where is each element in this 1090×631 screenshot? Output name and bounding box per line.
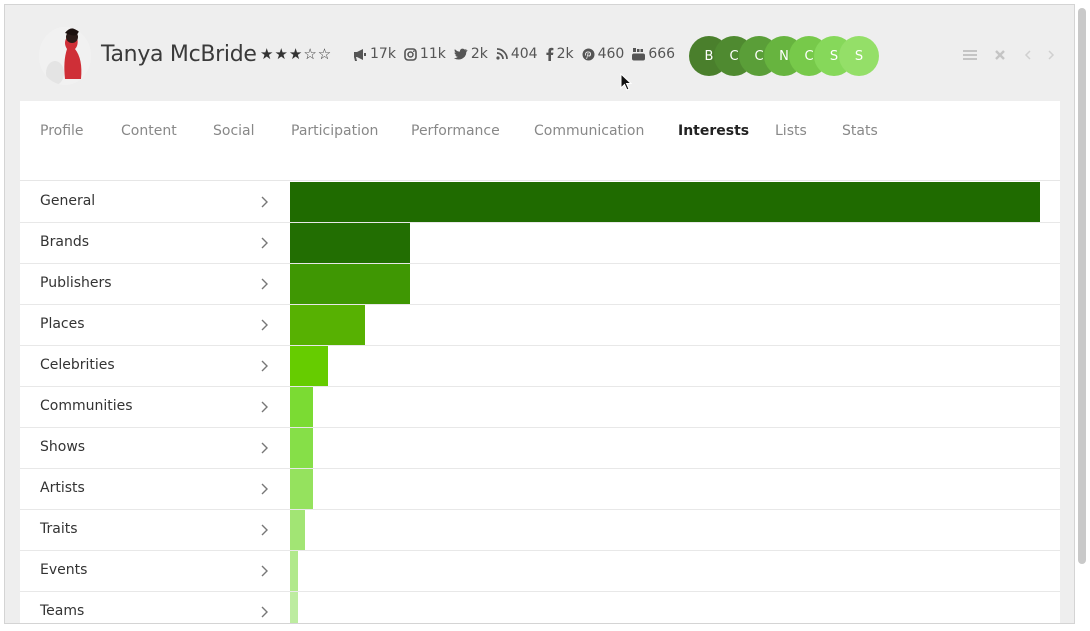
- rating-stars: ★★★☆☆: [260, 45, 333, 63]
- chevron-right-icon[interactable]: [260, 277, 270, 296]
- instagram-icon: [404, 47, 417, 61]
- menu-icon[interactable]: [962, 46, 978, 65]
- profile-window: Tanya McBride ★★★☆☆ 17k 11k 2k 404 2k: [4, 4, 1075, 624]
- chevron-right-icon[interactable]: [260, 564, 270, 583]
- stat-value: 11k: [419, 46, 446, 62]
- interest-category-label: Shows: [40, 439, 86, 455]
- stat-value: 2k: [556, 46, 574, 62]
- interest-category-label: Publishers: [40, 275, 112, 291]
- interest-row[interactable]: Artists: [20, 469, 1060, 510]
- interest-bar: [290, 387, 313, 427]
- avatar[interactable]: [39, 27, 91, 85]
- tab-participation[interactable]: Participation: [291, 123, 379, 139]
- stat-value: 404: [510, 46, 538, 62]
- interest-bar: [290, 305, 365, 345]
- interest-category-label: Traits: [40, 521, 78, 537]
- youtube-icon: [632, 48, 646, 61]
- pinterest-icon: [582, 48, 595, 60]
- interest-bar: [290, 346, 328, 386]
- tab-communication[interactable]: Communication: [534, 123, 645, 139]
- interest-row[interactable]: Communities: [20, 387, 1060, 428]
- chevron-right-icon[interactable]: [260, 523, 270, 542]
- tab-social[interactable]: Social: [213, 123, 255, 139]
- interest-badge[interactable]: S: [839, 36, 879, 76]
- chevron-right-icon[interactable]: [260, 400, 270, 419]
- tab-lists[interactable]: Lists: [775, 123, 807, 139]
- stat-reach: 17k: [353, 46, 396, 62]
- interest-row[interactable]: Teams: [20, 592, 1060, 623]
- stat-value: 17k: [370, 46, 396, 62]
- profile-name: Tanya McBride: [101, 42, 257, 67]
- interest-row[interactable]: Celebrities: [20, 346, 1060, 387]
- stat-instagram: 11k: [404, 46, 446, 62]
- chevron-right-icon[interactable]: [1046, 46, 1056, 65]
- interest-row[interactable]: Events: [20, 551, 1060, 592]
- interest-category-label: Celebrities: [40, 357, 115, 373]
- tab-profile[interactable]: Profile: [40, 123, 84, 139]
- interest-bar: [290, 551, 298, 591]
- chevron-right-icon[interactable]: [260, 605, 270, 623]
- interest-bar: [290, 510, 305, 550]
- chevron-left-icon[interactable]: [1023, 46, 1033, 65]
- chevron-right-icon[interactable]: [260, 441, 270, 460]
- interest-row[interactable]: Traits: [20, 510, 1060, 551]
- chevron-right-icon[interactable]: [260, 318, 270, 337]
- interest-category-label: Teams: [40, 603, 85, 619]
- interest-bar: [290, 182, 1040, 222]
- interest-bar: [290, 264, 410, 304]
- interest-bar: [290, 223, 410, 263]
- chevron-right-icon[interactable]: [260, 359, 270, 378]
- interest-bar: [290, 469, 313, 509]
- interest-category-label: Communities: [40, 398, 133, 414]
- scrollbar[interactable]: [1078, 8, 1086, 564]
- stat-value: 2k: [470, 46, 488, 62]
- chevron-right-icon[interactable]: [260, 195, 270, 214]
- close-icon[interactable]: [994, 46, 1006, 65]
- interest-row[interactable]: General: [20, 182, 1060, 223]
- mouse-cursor-icon: [620, 72, 634, 98]
- interest-row[interactable]: Places: [20, 305, 1060, 346]
- interest-category-label: Brands: [40, 234, 89, 250]
- tab-performance[interactable]: Performance: [411, 123, 500, 139]
- interest-row[interactable]: Brands: [20, 223, 1060, 264]
- social-stats: 17k 11k 2k 404 2k 460: [353, 46, 683, 62]
- main-panel: Profile Content Social Participation Perform…: [20, 101, 1060, 623]
- stat-twitter: 2k: [453, 46, 488, 62]
- interest-row[interactable]: Publishers: [20, 264, 1060, 305]
- rss-icon: [496, 48, 508, 60]
- facebook-icon: [545, 47, 553, 61]
- stat-youtube: 666: [632, 46, 675, 62]
- stat-facebook: 2k: [545, 46, 574, 62]
- tab-interests[interactable]: Interests: [678, 123, 750, 139]
- profile-header: Tanya McBride ★★★☆☆ 17k 11k 2k 404 2k: [5, 5, 1074, 101]
- interest-category-label: Events: [40, 562, 88, 578]
- twitter-icon: [453, 48, 468, 60]
- chevron-right-icon[interactable]: [260, 236, 270, 255]
- stat-value: 460: [597, 46, 625, 62]
- interest-row[interactable]: Shows: [20, 428, 1060, 469]
- tab-bar: Profile Content Social Participation Perform…: [20, 101, 1060, 181]
- tab-stats[interactable]: Stats: [842, 123, 878, 139]
- chevron-right-icon[interactable]: [260, 482, 270, 501]
- stat-rss: 404: [496, 46, 538, 62]
- interest-category-label: Places: [40, 316, 85, 332]
- stat-value: 666: [648, 46, 676, 62]
- megaphone-icon: [354, 48, 366, 61]
- tab-content[interactable]: Content: [121, 123, 177, 139]
- interest-category-label: Artists: [40, 480, 85, 496]
- interest-bar: [290, 428, 313, 468]
- interest-category-label: General: [40, 193, 96, 209]
- interest-bar: [290, 592, 298, 623]
- stat-pinterest: 460: [582, 46, 625, 62]
